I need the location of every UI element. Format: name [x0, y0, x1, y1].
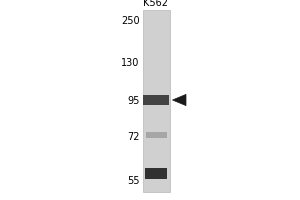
Bar [145, 168, 167, 178]
Text: 95: 95 [127, 96, 140, 106]
Text: 130: 130 [121, 58, 140, 68]
Text: 55: 55 [127, 176, 140, 186]
Polygon shape [172, 94, 186, 106]
Bar [142, 10, 170, 192]
Text: K562: K562 [143, 0, 169, 8]
Text: 72: 72 [127, 132, 140, 142]
Text: 250: 250 [121, 16, 140, 26]
Bar [146, 132, 167, 138]
Bar [143, 95, 169, 105]
